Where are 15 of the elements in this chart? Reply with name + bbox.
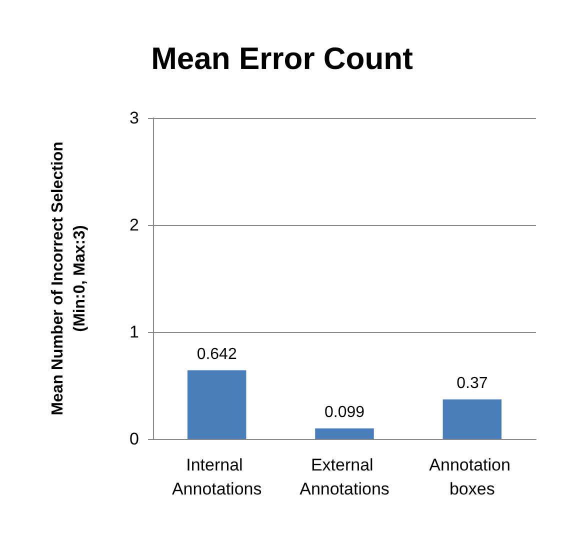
- y-tick-label: 3: [130, 108, 139, 128]
- y-tick-label: 1: [130, 322, 139, 342]
- chart-title: Mean Error Count: [151, 41, 413, 76]
- data-label: 0.099: [324, 404, 365, 421]
- y-tick-label: 2: [130, 216, 139, 234]
- y-tick-label: 0: [130, 430, 139, 448]
- data-label: 0.37: [456, 374, 488, 392]
- x-tick-label: External Annotations: [300, 456, 390, 498]
- bar: [442, 399, 502, 439]
- y-axis-title: Mean Number of Incorrect Selection (Min:0, Max:3): [50, 142, 88, 416]
- bar: [187, 370, 246, 439]
- bar: [315, 428, 374, 439]
- x-tick-label: Internal Annotations: [172, 456, 262, 498]
- data-label: 0.642: [196, 346, 237, 363]
- x-tick-label: Annotation boxes: [429, 456, 516, 498]
